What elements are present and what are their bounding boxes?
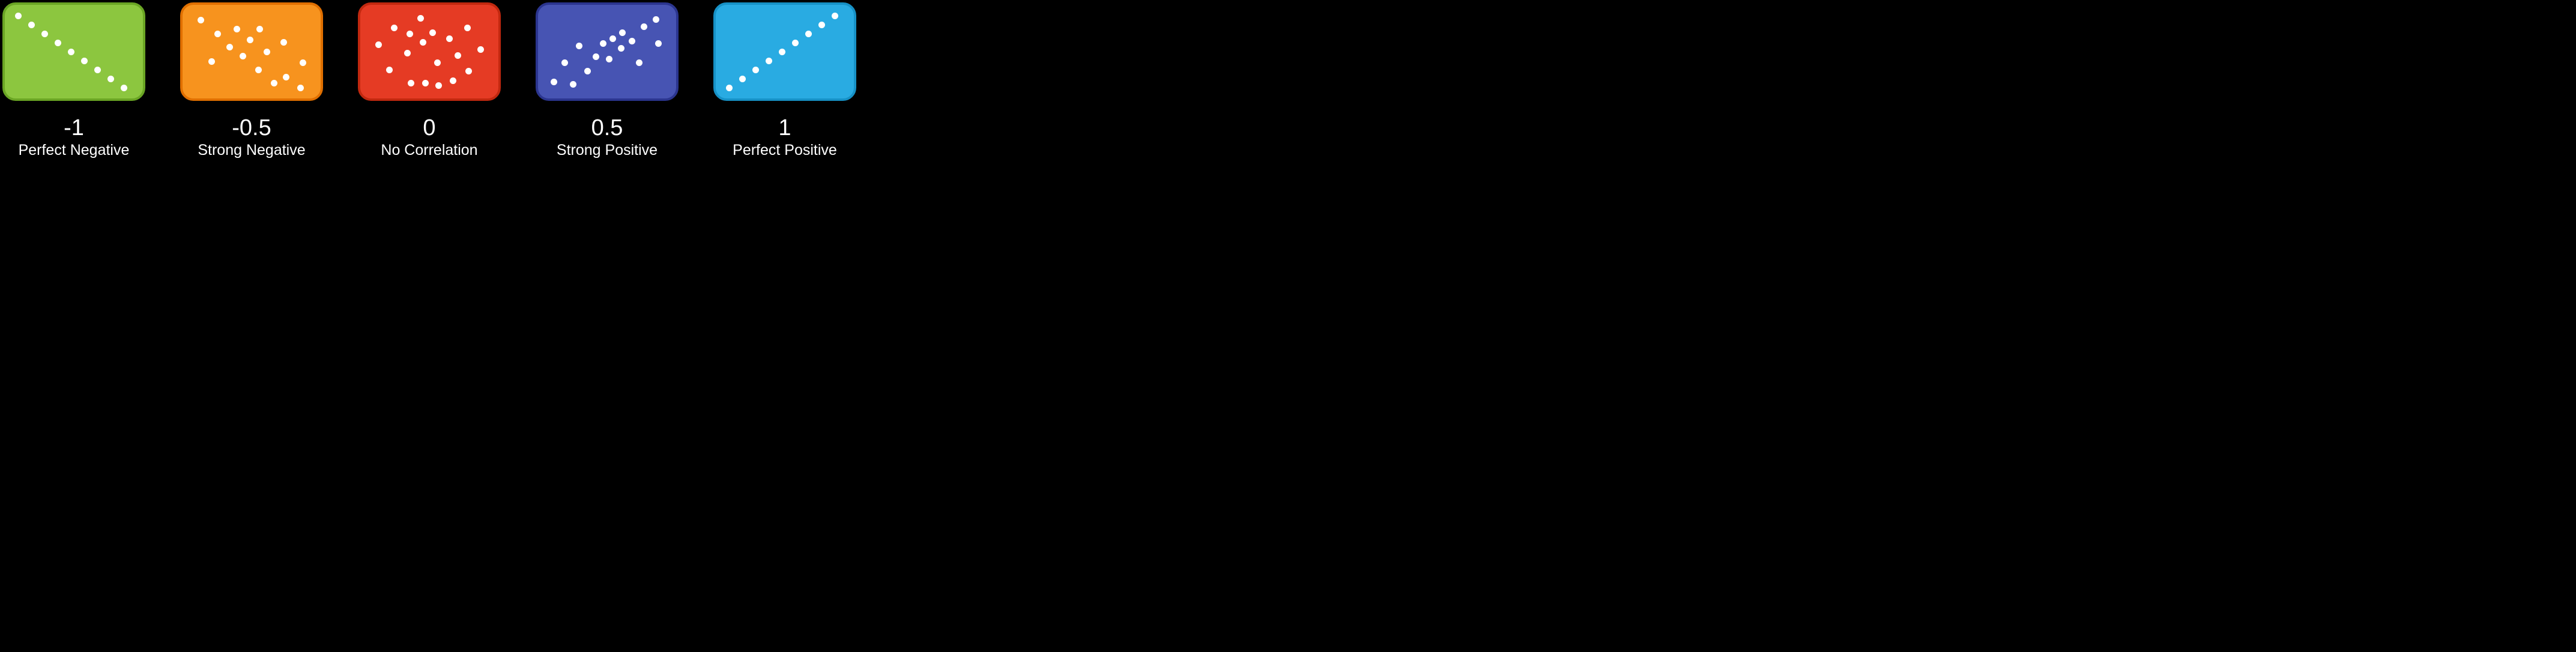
- scatter-dot: [619, 29, 626, 36]
- scatter-dot: [606, 56, 612, 62]
- scatter-dot: [464, 25, 471, 31]
- scatter-dot: [434, 59, 441, 66]
- scatter-dot: [805, 31, 812, 37]
- scatter-dot: [107, 76, 114, 82]
- scatter-dot: [618, 45, 624, 52]
- scatter-dot: [779, 49, 785, 55]
- scatter-dot: [386, 67, 393, 73]
- scatter-dot: [551, 79, 557, 85]
- scatter-dot: [752, 67, 759, 73]
- scatter-dot: [832, 13, 838, 19]
- label-block-no-correlation: 0No Correlation: [358, 115, 501, 158]
- scatter-dot: [407, 31, 413, 37]
- scatter-dot: [391, 25, 398, 31]
- scatter-dot: [208, 58, 215, 65]
- scatter-dot: [570, 81, 576, 88]
- label-block-perfect-positive: 1Perfect Positive: [713, 115, 856, 158]
- correlation-description: Perfect Positive: [713, 142, 856, 159]
- label-block-strong-negative: -0.5Strong Negative: [180, 115, 323, 158]
- label-block-perfect-negative: -1Perfect Negative: [2, 115, 145, 158]
- scatter-dot: [636, 59, 642, 66]
- labels-row: -1Perfect Negative -0.5Strong Negative 0No…: [0, 115, 859, 158]
- correlation-value: 0: [358, 115, 501, 142]
- scatter-dot: [561, 59, 568, 66]
- scatter-dot: [41, 31, 48, 37]
- correlation-description: Perfect Negative: [2, 142, 145, 159]
- scatter-dot: [653, 16, 659, 23]
- scatter-dot: [214, 31, 221, 37]
- scatter-dot: [240, 53, 246, 59]
- cards-row: [0, 0, 859, 101]
- scatter-dot: [408, 80, 414, 86]
- scatter-dot: [94, 67, 101, 73]
- scatter-dot: [68, 49, 74, 55]
- scatter-dot: [726, 85, 733, 91]
- correlation-card-perfect-positive: [713, 2, 856, 101]
- scatter-dot: [435, 82, 442, 89]
- scatter-dot: [271, 80, 277, 86]
- scatter-dot: [576, 43, 582, 49]
- correlation-card-no-correlation: [358, 2, 501, 101]
- scatter-dot: [584, 68, 591, 74]
- scatter-dot: [429, 29, 436, 36]
- scatter-dot: [297, 85, 304, 91]
- correlation-value: -0.5: [180, 115, 323, 142]
- scatter-dot: [121, 85, 127, 91]
- correlation-card-strong-positive: [536, 2, 679, 101]
- label-block-strong-positive: 0.5Strong Positive: [536, 115, 679, 158]
- correlation-card-strong-negative: [180, 2, 323, 101]
- scatter-dot: [247, 37, 253, 43]
- scatter-dot: [766, 58, 772, 64]
- scatter-dot: [15, 13, 22, 19]
- scatter-dot: [655, 40, 662, 47]
- scatter-dot: [446, 35, 453, 42]
- scatter-dot: [422, 80, 429, 86]
- scatter-dot: [629, 38, 635, 44]
- scatter-dot: [609, 35, 616, 42]
- scatter-dot: [477, 46, 484, 53]
- scatter-dot: [420, 39, 426, 46]
- scatter-dot: [198, 17, 204, 23]
- scatter-dot: [455, 52, 461, 59]
- scatter-dot: [55, 40, 61, 46]
- scatter-dot: [600, 40, 606, 47]
- scatter-dot: [593, 53, 599, 60]
- scatter-dot: [234, 26, 240, 32]
- scatter-dot: [641, 23, 647, 30]
- scatter-dot: [28, 22, 35, 28]
- scatter-dot: [739, 76, 746, 82]
- scatter-dot: [417, 15, 424, 22]
- scatter-dot: [792, 40, 799, 46]
- scatter-dot: [264, 49, 270, 55]
- scatter-dot: [256, 26, 263, 32]
- scatter-dot: [226, 44, 233, 50]
- correlation-card-perfect-negative: [2, 2, 145, 101]
- correlation-value: 1: [713, 115, 856, 142]
- scatter-dot: [375, 41, 382, 48]
- correlation-description: Strong Positive: [536, 142, 679, 159]
- correlation-description: Strong Negative: [180, 142, 323, 159]
- correlation-value: 0.5: [536, 115, 679, 142]
- scatter-dot: [280, 39, 287, 46]
- scatter-dot: [255, 67, 262, 73]
- scatter-dot: [818, 22, 825, 28]
- scatter-dot: [300, 59, 306, 66]
- scatter-dot: [450, 77, 456, 84]
- scatter-dot: [465, 68, 472, 74]
- scatter-dot: [283, 74, 289, 80]
- scatter-dot: [81, 58, 88, 64]
- scatter-dot: [404, 50, 411, 56]
- correlation-description: No Correlation: [358, 142, 501, 159]
- correlation-value: -1: [2, 115, 145, 142]
